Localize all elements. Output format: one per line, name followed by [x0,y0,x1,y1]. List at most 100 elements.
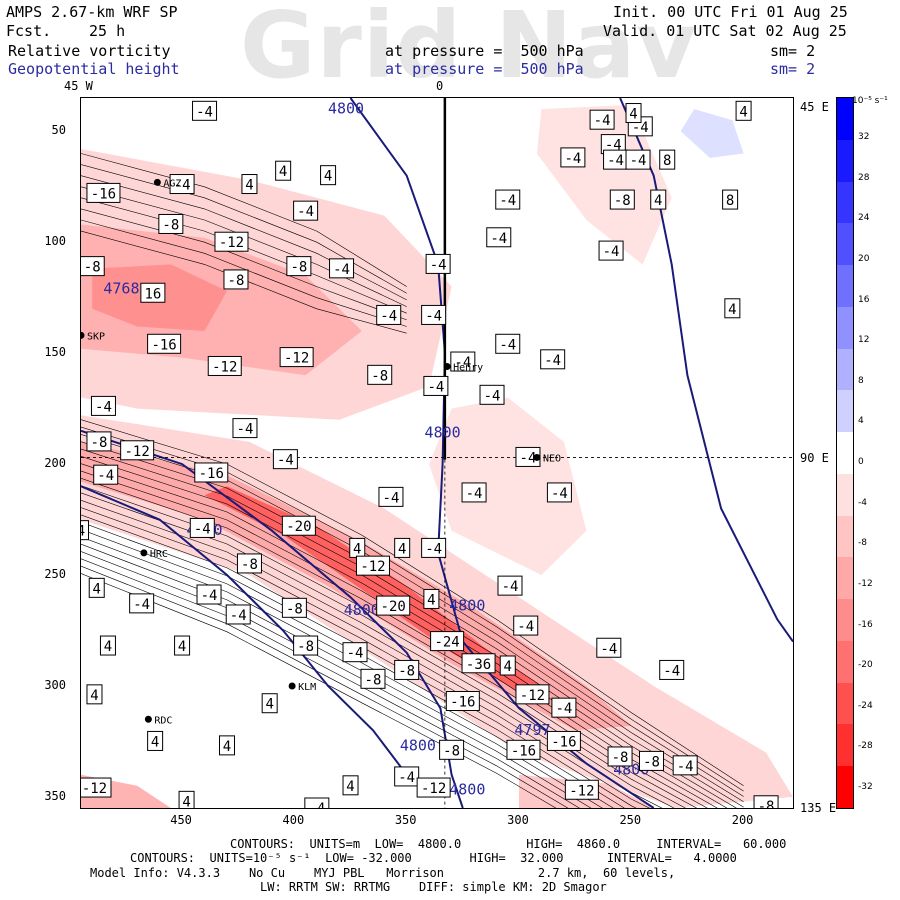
vorticity-label: -4 [540,349,566,370]
vorticity-label: -4 [479,384,505,405]
svg-text:-4: -4 [347,646,364,662]
plot-area[interactable]: 4800476848004800480048004797480048004800… [80,97,794,809]
contour-line [81,514,650,808]
vorticity-label: -8 [281,597,307,618]
svg-text:-4: -4 [594,113,611,129]
svg-text:-4: -4 [677,759,694,775]
contour-line [81,153,407,287]
svg-text:-12: -12 [569,783,594,799]
y-tick-label: 250 [44,567,66,582]
station-marker[interactable] [533,453,541,461]
svg-text:-8: -8 [84,260,101,276]
colorbar-label: 16 [858,294,870,305]
contour-line [81,164,407,294]
svg-text:4: 4 [739,104,747,120]
vorticity-label: -4 [189,517,215,538]
height-label: 4800 [449,597,485,615]
height-line [619,98,793,643]
svg-text:4: 4 [151,734,159,750]
vorticity-label: -12 [564,779,599,800]
vorticity-label: -4 [421,537,447,558]
vorticity-label: -8 [753,795,779,808]
colorbar-swatch [837,557,853,600]
svg-text:-8: -8 [241,557,258,573]
svg-text:-8: -8 [443,743,460,759]
x-tick-label: 300 [507,813,529,827]
vorticity-label: -8 [367,364,393,385]
vorticity-label: -12 [279,347,314,368]
vorticity-label: 4 [625,103,642,124]
station-label: HRC [150,549,168,560]
contour-line [81,529,625,808]
footer-model-info: Model Info: V4.3.3 No Cu MYJ PBL Morriso… [90,866,676,880]
svg-text:-8: -8 [365,672,382,688]
vorticity-label: -4 [272,449,298,470]
svg-text:-8: -8 [612,750,629,766]
vorticity-label: 4 [178,790,195,808]
svg-text:-16: -16 [511,743,536,759]
colorbar-swatch [837,390,853,433]
svg-text:4: 4 [629,107,637,123]
svg-text:-12: -12 [520,688,545,704]
vorticity-label: -8 [86,431,112,452]
height-label: 4768 [103,279,139,297]
svg-text:-12: -12 [212,359,237,375]
vorticity-label: -8 [609,189,635,210]
field2-level: at pressure = 500 hPa [385,60,584,78]
svg-text:-4: -4 [95,399,112,415]
svg-text:-8: -8 [614,193,631,209]
svg-text:-12: -12 [284,351,309,367]
height-label: 4800 [449,781,485,799]
svg-text:4: 4 [90,688,98,704]
contour-line [81,536,614,808]
vorticity-label: -4 [169,174,195,195]
vorticity-label: 4 [218,735,235,756]
station-marker[interactable] [288,682,296,690]
svg-text:-4: -4 [237,422,254,438]
vorticity-label: -4 [596,637,622,658]
colorbar-swatch [837,682,853,725]
colorbar-label: -20 [858,660,873,671]
svg-text:-4: -4 [630,153,647,169]
vorticity-label: -4 [378,486,404,507]
svg-text:-4: -4 [603,244,620,260]
vorticity-label: -4 [129,593,155,614]
vorticity-label: -4 [450,351,476,372]
svg-text:-4: -4 [277,453,294,469]
station-marker[interactable] [144,715,152,723]
contour-line [81,573,557,808]
vorticity-label: -8 [293,635,319,656]
svg-text:-4: -4 [607,153,624,169]
colorbar-label: -24 [858,700,873,711]
vorticity-label: 4 [423,588,440,609]
vorticity-label: -4 [495,333,521,354]
svg-text:8: 8 [663,153,671,169]
station-marker[interactable] [140,549,148,557]
vorticity-label: 4 [735,100,752,121]
vorticity-label: -4 [304,797,330,808]
vorticity-label: -16 [194,462,229,483]
vorticity-label: -4 [515,446,541,467]
vorticity-label: -4 [425,253,451,274]
vorticity-label: -4 [560,147,586,168]
svg-text:-4: -4 [133,597,150,613]
svg-text:4: 4 [104,639,112,655]
svg-text:8: 8 [726,193,734,209]
svg-text:4: 4 [346,779,354,795]
vorticity-label: -4 [589,109,615,130]
vorticity-label: -4 [659,659,685,680]
vorticity-label: -4 [495,189,521,210]
vorticity-label: -16 [445,691,480,711]
station-marker[interactable] [153,178,161,186]
svg-text:-8: -8 [290,260,307,276]
field1-name: Relative vorticity [8,42,171,60]
vorticity-label: 4 [81,520,89,541]
contour-line [81,219,407,327]
svg-text:-4: -4 [600,641,617,657]
station-marker[interactable] [81,331,85,339]
contour-line [81,521,637,808]
svg-text:-4: -4 [333,262,350,278]
svg-text:-4: -4 [425,541,442,557]
vorticity-label: -20 [281,515,316,536]
station-marker[interactable] [443,362,451,370]
